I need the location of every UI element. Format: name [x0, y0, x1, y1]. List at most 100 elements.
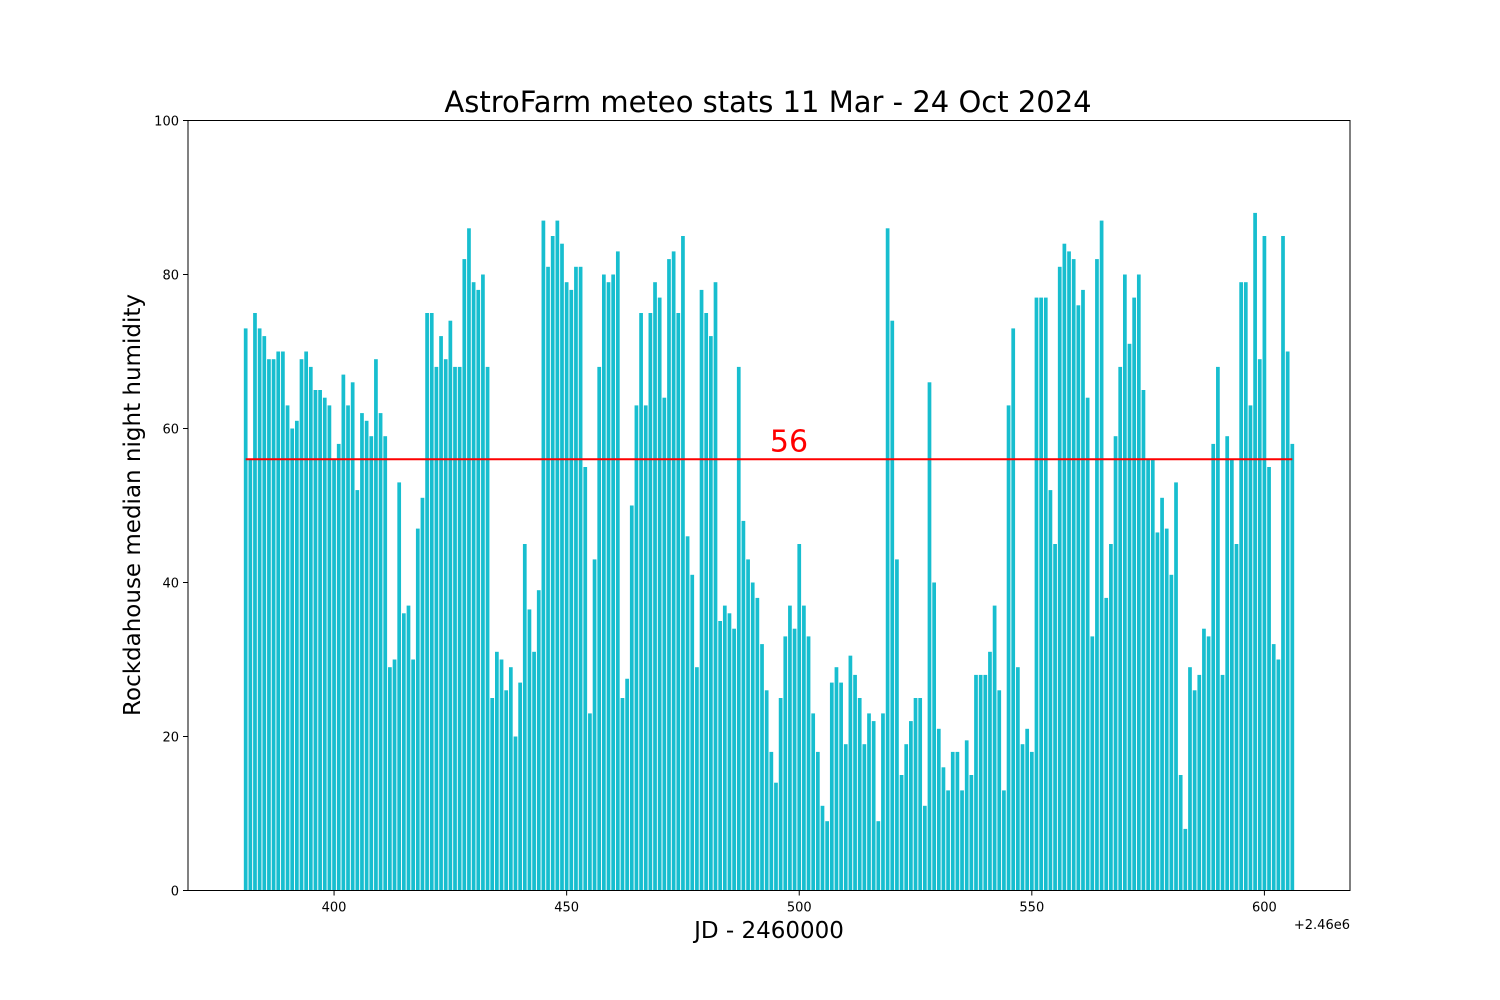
- bar: [862, 744, 867, 891]
- bar: [1178, 775, 1183, 891]
- bar: [1002, 790, 1006, 891]
- bar: [871, 721, 876, 891]
- bar: [397, 482, 402, 891]
- bar: [778, 698, 783, 891]
- bar: [1164, 528, 1169, 891]
- bar: [1104, 597, 1109, 891]
- bar: [1220, 674, 1225, 891]
- x-tick-label: 450: [554, 901, 579, 916]
- bar: [439, 336, 443, 891]
- bar: [997, 690, 1002, 891]
- bar: [895, 559, 899, 891]
- bar: [462, 259, 467, 891]
- bar: [750, 582, 755, 891]
- bar: [941, 767, 946, 891]
- bar: [281, 351, 285, 891]
- bar: [1020, 744, 1025, 891]
- bar: [690, 574, 695, 891]
- bar: [1118, 366, 1123, 891]
- bar: [327, 405, 332, 891]
- bar: [1188, 667, 1192, 891]
- bar: [248, 459, 253, 891]
- bar: [1132, 297, 1137, 891]
- bar: [946, 790, 950, 891]
- bar: [1095, 259, 1099, 891]
- bar: [1262, 236, 1267, 891]
- bar: [820, 805, 825, 891]
- bar: [1029, 751, 1034, 891]
- bar: [1136, 274, 1141, 891]
- bar: [992, 605, 997, 891]
- bar: [522, 544, 527, 891]
- bar: [881, 713, 885, 891]
- bar: [867, 713, 871, 891]
- bar: [629, 505, 634, 891]
- bar: [541, 220, 546, 891]
- bar: [564, 282, 569, 891]
- bar: [1057, 266, 1062, 891]
- bar: [676, 313, 681, 891]
- plot-frame: [187, 120, 1351, 891]
- bar: [802, 605, 806, 891]
- bars-group: [243, 212, 1295, 891]
- bar: [513, 736, 518, 891]
- bar: [1267, 467, 1271, 891]
- bar: [471, 282, 476, 891]
- bar: [792, 628, 797, 891]
- bar: [904, 744, 909, 891]
- bar: [532, 651, 536, 891]
- bar: [495, 651, 499, 891]
- bar: [606, 282, 611, 891]
- bar: [332, 459, 336, 891]
- bar: [299, 359, 304, 891]
- bar: [341, 374, 346, 891]
- bar: [443, 359, 448, 891]
- bar: [853, 674, 857, 891]
- bar: [597, 366, 602, 891]
- bar: [336, 443, 341, 891]
- bar: [536, 590, 541, 891]
- bar: [774, 782, 778, 891]
- bar: [657, 297, 662, 891]
- bar: [974, 674, 978, 891]
- x-offset-label: +2.46e6: [1294, 918, 1350, 933]
- bar: [1234, 544, 1239, 891]
- bar: [411, 659, 415, 891]
- bar: [1281, 236, 1285, 891]
- bar: [406, 605, 411, 891]
- bar: [615, 251, 620, 891]
- bar: [383, 436, 388, 891]
- bar: [518, 682, 522, 891]
- bar: [950, 751, 955, 891]
- bar: [555, 220, 560, 891]
- bar: [611, 274, 616, 891]
- bar: [1062, 243, 1067, 891]
- bar: [602, 274, 606, 891]
- y-tick-label: 0: [171, 885, 179, 900]
- bar: [276, 351, 281, 891]
- bar: [374, 359, 378, 891]
- bar: [1109, 544, 1113, 891]
- bar: [662, 397, 667, 891]
- bar: [1160, 497, 1164, 891]
- bar: [899, 775, 904, 891]
- bar: [1216, 366, 1220, 891]
- bar: [625, 678, 629, 891]
- bar: [378, 413, 383, 891]
- bar: [736, 366, 741, 891]
- bar: [1202, 628, 1206, 891]
- bar: [1034, 297, 1039, 891]
- bar: [1067, 251, 1071, 891]
- bar: [760, 644, 764, 891]
- bar: [485, 366, 490, 891]
- bar: [783, 636, 788, 891]
- bar: [639, 313, 643, 891]
- bar: [913, 698, 918, 891]
- bar: [890, 320, 895, 891]
- bar: [448, 320, 453, 891]
- bar: [1090, 636, 1095, 891]
- bar: [741, 520, 746, 891]
- bar: [308, 366, 313, 891]
- y-axis-ticks: 0 20 40 60 80 100: [154, 115, 188, 900]
- bar: [560, 243, 564, 891]
